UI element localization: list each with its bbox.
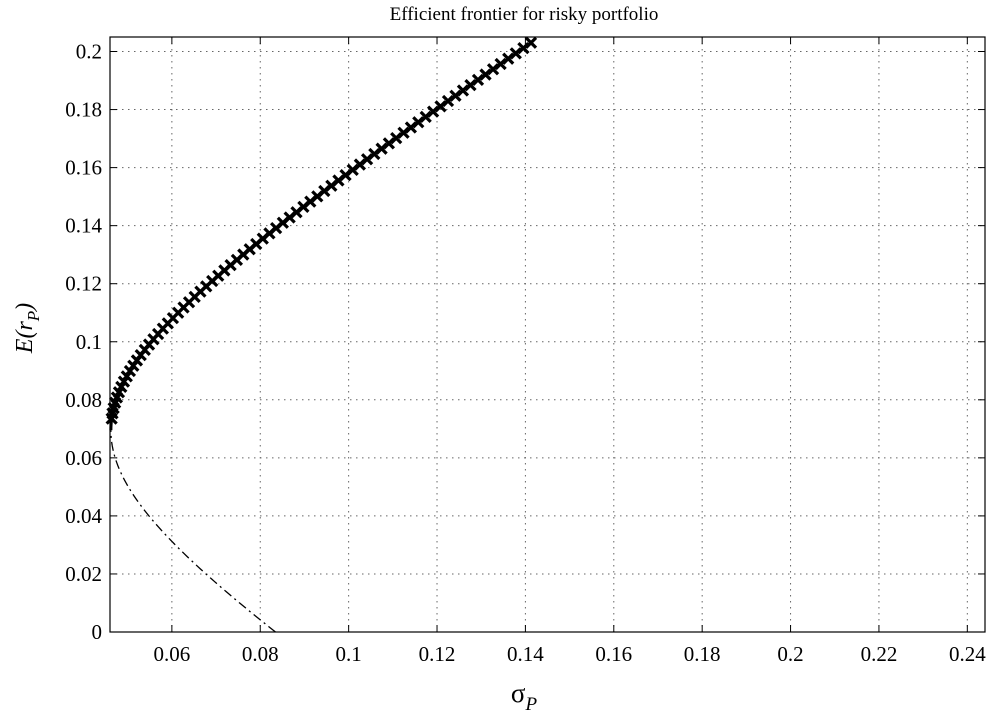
y-axis-label-pre: E(r [12,321,38,355]
y-axis-label-sub: P [24,311,43,322]
y-tick-label: 0 [92,620,103,644]
y-tick-label: 0.2 [76,40,102,64]
chart-title: Efficient frontier for risky portfolio [390,4,659,25]
x-axis-label-main: σ [511,678,526,708]
frontier-marker [502,52,515,65]
x-tick-label: 0.16 [595,642,632,666]
y-tick-label: 0.08 [65,388,102,412]
y-tick-label: 0.16 [65,156,102,180]
y-tick-label: 0.02 [65,562,102,586]
efficient-frontier-line [109,41,532,431]
y-tick-label: 0.06 [65,446,102,470]
y-tick-label: 0.12 [65,272,102,296]
x-axis-label: σP [511,678,538,713]
gridlines [110,37,985,633]
x-tick-label: 0.22 [861,642,898,666]
axes: 0.06 0.08 0.1 0.12 0.14 0.16 0.18 0.2 0.22 0.24 0 0… [65,36,986,666]
frontier-marker [494,57,507,71]
y-tick-label: 0.04 [65,504,102,528]
x-tick-label: 0.24 [949,642,986,666]
x-tick-label: 0.06 [153,642,190,666]
y-tick-label: 0.14 [65,214,102,238]
plot-frame [109,36,986,633]
x-tick-label: 0.08 [242,642,279,666]
frontier-marker [509,47,522,60]
x-tick-label: 0.2 [777,642,803,666]
x-tick-label: 0.1 [336,642,362,666]
y-tick-label: 0.1 [76,330,102,354]
series-layer [105,36,538,633]
y-tick-label: 0.18 [65,98,102,122]
y-axis-label-post: ) [12,303,38,313]
x-tick-label: 0.14 [507,642,544,666]
frontier-marker [486,63,500,76]
frontier-marker [517,41,530,55]
y-axis-label: E(rP) [12,303,43,354]
x-axis-label-sub: P [524,694,537,713]
x-tick-label: 0.12 [419,642,456,666]
frontier-marker [524,36,538,49]
x-tick-label: 0.18 [684,642,721,666]
inefficient-frontier-line [110,430,276,633]
